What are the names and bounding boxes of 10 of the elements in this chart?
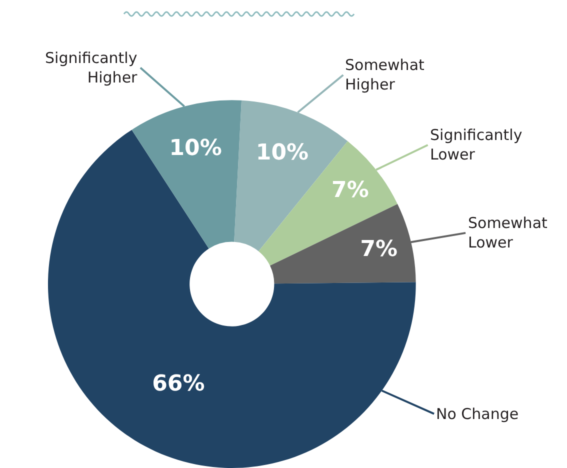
slice-label: No Change [436, 405, 519, 423]
data-label: 66% [152, 371, 205, 396]
slice-label: Somewhat Lower [468, 214, 548, 252]
slice-label: Significantly Lower [430, 126, 522, 164]
data-label: 7% [360, 237, 398, 262]
slice-label: Significantly Higher [45, 49, 138, 86]
data-label: 10% [169, 136, 222, 161]
data-label: 10% [256, 140, 309, 166]
slice-label: Somewhat Higher [345, 56, 425, 94]
data-label: 7% [332, 178, 369, 203]
